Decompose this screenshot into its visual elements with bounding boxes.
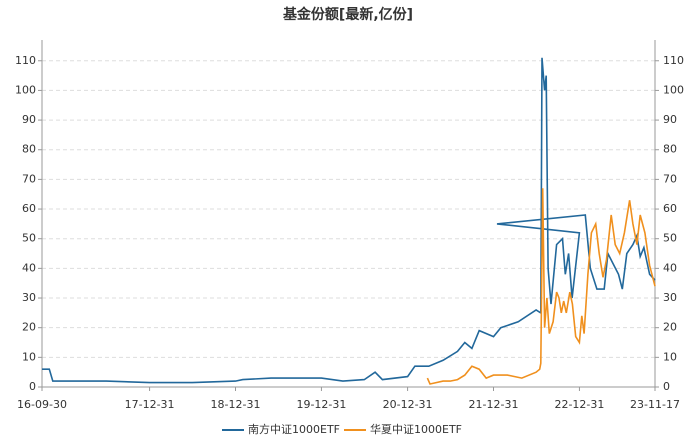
y-tick-label: 100 [15,83,36,96]
x-tick-label: 20-12-31 [383,398,433,411]
x-tick-label: 23-11-17 [630,398,680,411]
y2-tick-label: 0 [663,380,670,393]
y-tick-label: 40 [22,261,36,274]
x-tick-label: 21-12-31 [469,398,519,411]
y2-tick-label: 30 [663,291,677,304]
legend-label: 南方中证1000ETF [248,422,340,436]
y2-tick-label: 20 [663,321,677,334]
y-tick-label: 50 [22,232,36,245]
x-tick-label: 17-12-31 [125,398,175,411]
y-tick-label: 110 [15,54,36,67]
y2-tick-label: 90 [663,113,677,126]
y2-tick-label: 10 [663,350,677,363]
y2-tick-label: 50 [663,232,677,245]
y2-tick-label: 70 [663,172,677,185]
y2-tick-label: 60 [663,202,677,215]
y2-tick-label: 110 [663,54,684,67]
y-tick-label: 20 [22,321,36,334]
y-tick-label: 0 [29,380,36,393]
series-line [42,57,656,384]
y2-tick-label: 80 [663,143,677,156]
y2-tick-label: 100 [663,83,684,96]
y-tick-label: 10 [22,350,36,363]
x-tick-label: 19-12-31 [296,398,346,411]
chart-title: 基金份额[最新,亿份] [283,6,413,23]
x-tick-label: 22-12-31 [554,398,604,411]
y-tick-label: 30 [22,291,36,304]
y-tick-label: 90 [22,113,36,126]
legend-label: 华夏中证1000ETF [370,422,462,436]
x-tick-label: 18-12-31 [211,398,261,411]
y-tick-label: 60 [22,202,36,215]
y-tick-label: 80 [22,143,36,156]
series-line [426,188,656,385]
y2-tick-label: 40 [663,261,677,274]
y-tick-label: 70 [22,172,36,185]
x-tick-label: 16-09-30 [17,398,67,411]
